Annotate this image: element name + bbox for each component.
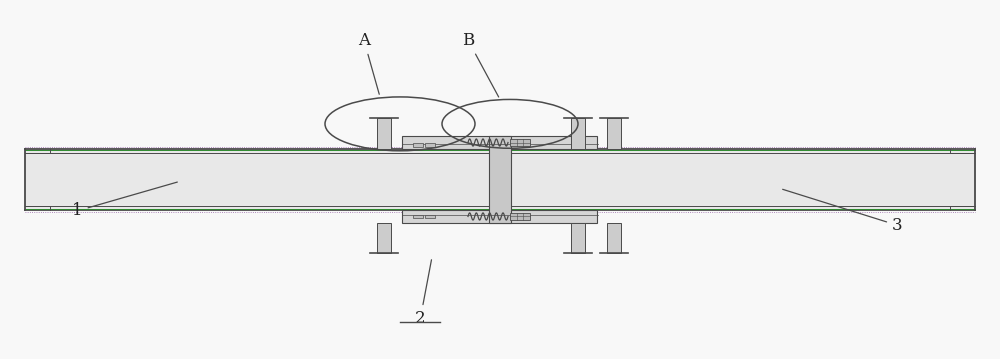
Bar — [413, 144, 422, 147]
Text: 3: 3 — [783, 189, 903, 234]
Text: B: B — [462, 32, 499, 97]
Bar — [607, 223, 621, 253]
Bar — [510, 139, 530, 146]
Bar — [489, 136, 511, 223]
Bar — [402, 210, 597, 223]
Bar — [607, 118, 621, 149]
Bar — [413, 215, 422, 218]
Text: 1: 1 — [72, 182, 177, 219]
Text: 2: 2 — [415, 260, 431, 327]
Bar — [424, 215, 434, 218]
Text: A: A — [358, 32, 379, 94]
Bar — [571, 223, 585, 253]
Bar — [424, 144, 434, 147]
Bar — [571, 118, 585, 149]
Bar — [510, 213, 530, 220]
Bar — [377, 223, 391, 253]
Bar — [25, 149, 975, 210]
Bar — [402, 136, 597, 149]
Bar — [377, 118, 391, 149]
